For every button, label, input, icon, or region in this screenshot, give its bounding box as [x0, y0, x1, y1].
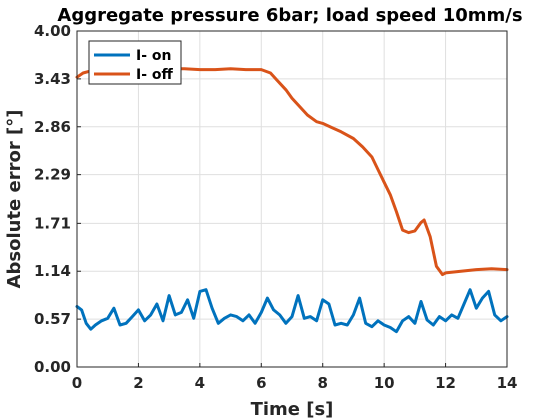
y-tick-label: 2.29: [34, 166, 71, 184]
x-tick-label: 10: [374, 374, 395, 392]
x-tick-label: 0: [72, 374, 82, 392]
x-tick-label: 4: [195, 374, 205, 392]
legend: I- on I- off: [88, 40, 182, 85]
x-tick-label: 12: [435, 374, 456, 392]
y-tick-label: 0.57: [34, 310, 71, 328]
legend-box: [88, 40, 182, 85]
chart-title: Aggregate pressure 6bar; load speed 10mm…: [57, 5, 522, 26]
series-line-1: [75, 288, 509, 334]
y-tick-label: 3.43: [34, 70, 71, 88]
legend-label: I- off: [136, 67, 174, 83]
legend-label: I- on: [136, 48, 171, 64]
x-tick-label: 2: [133, 374, 143, 392]
y-tick-label: 4.00: [34, 22, 71, 40]
axes-frame: [76, 30, 508, 368]
x-tick-label: 6: [256, 374, 266, 392]
plot-area: [77, 31, 507, 367]
y-axis-label: Absolute error [°]: [4, 110, 25, 289]
y-tick-label: 0.00: [34, 358, 71, 376]
x-tick-label: 8: [317, 374, 327, 392]
x-axis-label: Time [s]: [251, 399, 334, 420]
y-tick-label: 1.71: [34, 214, 71, 232]
y-tick-label: 1.14: [34, 262, 71, 280]
ticks: 0 2 4 6 8 10 12 14 0.00 0.57 1.14 1.71 2.29 2.86 3.43 4…: [34, 22, 517, 392]
x-tick-label: 14: [497, 374, 518, 392]
y-tick-label: 2.86: [34, 118, 71, 136]
